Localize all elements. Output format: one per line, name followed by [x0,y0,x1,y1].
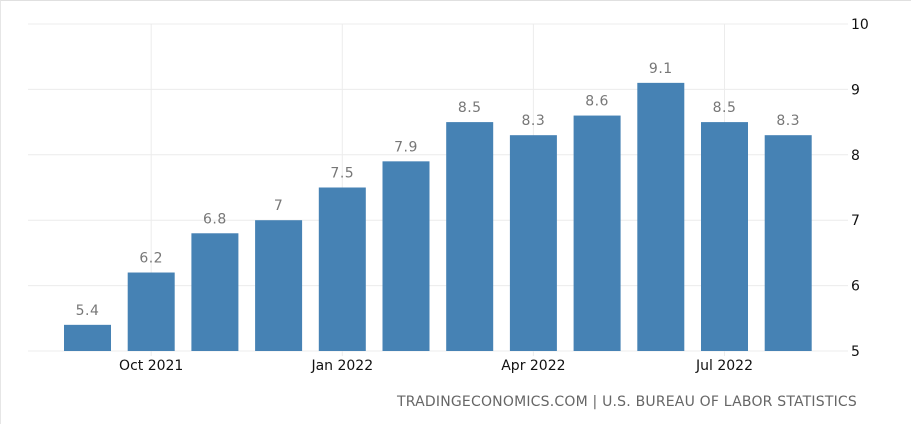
x-tick-label: Jul 2022 [695,358,753,374]
y-tick-label: 6 [851,279,860,295]
data-label: 6.2 [139,251,163,267]
data-label: 7.5 [330,166,354,182]
y-tick-label: 8 [851,148,860,164]
data-label: 8.6 [585,94,609,110]
data-label: 8.5 [458,100,482,116]
data-label: 8.5 [713,100,737,116]
data-label: 9.1 [649,61,673,77]
bar-may-2022 [573,115,621,351]
data-label: 5.4 [76,303,100,319]
x-tick-label: Oct 2021 [119,358,183,374]
data-label: 7 [274,198,283,214]
bar-mar-2022 [446,122,494,351]
bar-feb-2022 [382,161,430,351]
data-label: 8.3 [776,113,800,129]
source-credit: TRADINGECONOMICS.COM | U.S. BUREAU OF LA… [397,394,857,410]
y-tick-label: 7 [851,213,860,229]
bar-apr-2022 [509,135,557,351]
x-tick-label: Apr 2022 [501,358,565,374]
bar-oct-2021 [127,272,175,351]
bar-aug-2022 [764,135,812,351]
bar-sep-2021 [64,324,111,351]
data-label: 7.9 [394,139,418,155]
data-label: 6.8 [203,211,227,227]
bar-jul-2022 [701,122,748,351]
y-tick-label: 9 [851,82,860,98]
y-tick-label: 5 [851,344,860,360]
data-label: 8.3 [522,113,546,129]
bar-jan-2022 [318,187,366,351]
bar-nov-2021 [191,233,239,351]
bar-jun-2022 [637,82,685,352]
x-tick-label: Jan 2022 [310,358,373,374]
y-tick-label: 10 [851,17,869,33]
bar-dec-2021 [255,220,303,351]
